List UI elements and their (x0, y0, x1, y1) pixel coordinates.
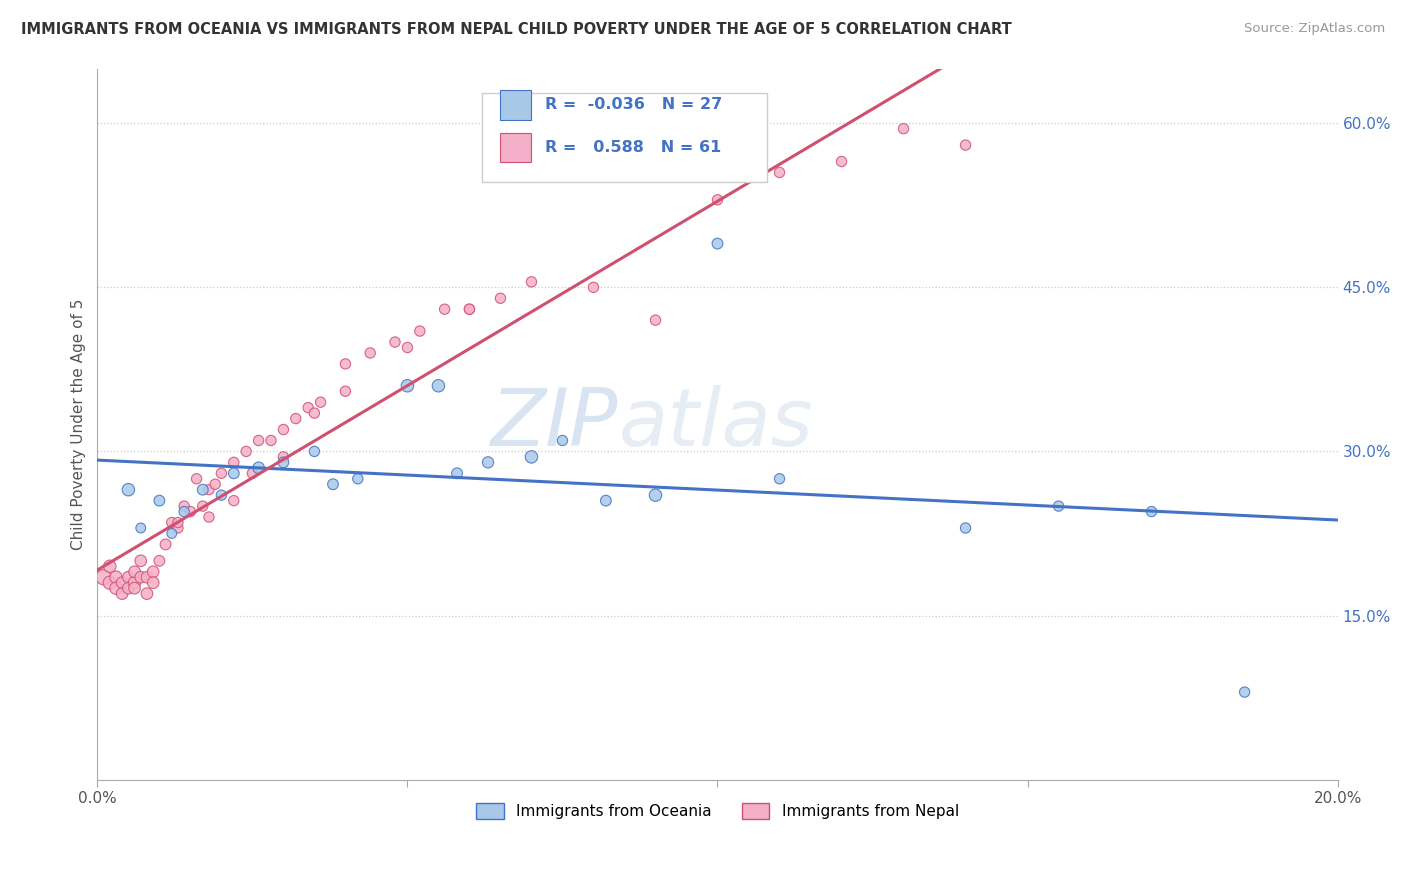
Point (124, 565, 146, 579)
Point (768, 165, 790, 179)
Point (124, 575, 146, 590)
Point (304, 444, 326, 458)
Point (433, 302, 456, 317)
Point (1140, 505, 1163, 519)
Point (359, 346, 381, 360)
Point (111, 575, 134, 590)
Point (124, 581, 146, 595)
Point (235, 444, 257, 458)
Point (173, 505, 195, 519)
Point (242, 467, 264, 481)
Point (297, 401, 319, 415)
Point (489, 291, 512, 305)
Text: Source: ZipAtlas.com: Source: ZipAtlas.com (1244, 22, 1385, 36)
Point (136, 570, 159, 584)
FancyBboxPatch shape (482, 94, 768, 182)
Point (644, 488, 666, 502)
Point (93, 570, 115, 584)
Text: IMMIGRANTS FROM OCEANIA VS IMMIGRANTS FROM NEPAL CHILD POVERTY UNDER THE AGE OF : IMMIGRANTS FROM OCEANIA VS IMMIGRANTS FR… (21, 22, 1012, 37)
Point (247, 434, 270, 448)
Point (209, 467, 232, 481)
Point (191, 499, 214, 513)
Point (384, 334, 406, 349)
Text: atlas: atlas (619, 385, 813, 463)
Text: ZIP: ZIP (491, 385, 619, 463)
Point (136, 587, 159, 601)
Point (142, 565, 165, 579)
Point (955, 138, 977, 153)
Point (191, 483, 214, 497)
Point (98, 559, 121, 574)
Point (322, 477, 344, 491)
Point (129, 554, 152, 568)
Point (198, 483, 221, 497)
Point (893, 121, 915, 136)
Point (551, 434, 574, 448)
Point (273, 423, 295, 437)
Bar (501, 133, 531, 162)
Bar (501, 90, 531, 120)
Point (273, 455, 295, 469)
Point (117, 581, 139, 595)
Point (335, 357, 357, 371)
Point (1233, 685, 1256, 699)
Point (148, 493, 170, 508)
Point (458, 302, 481, 317)
Point (173, 499, 195, 513)
Point (209, 488, 232, 502)
Point (304, 406, 326, 420)
Point (831, 154, 853, 169)
Point (111, 587, 134, 601)
Point (160, 526, 183, 541)
Point (260, 434, 283, 448)
Point (284, 411, 307, 425)
Point (222, 467, 245, 481)
Point (98, 575, 121, 590)
Point (222, 455, 245, 469)
Point (179, 505, 201, 519)
Point (427, 378, 450, 392)
Y-axis label: Child Poverty Under the Age of 5: Child Poverty Under the Age of 5 (72, 299, 86, 549)
Point (148, 554, 170, 568)
Point (644, 313, 666, 327)
Text: R =   0.588   N = 61: R = 0.588 N = 61 (546, 140, 721, 155)
Point (346, 472, 368, 486)
Point (768, 472, 790, 486)
Point (309, 395, 332, 409)
Text: R =  -0.036   N = 27: R = -0.036 N = 27 (546, 97, 723, 112)
Point (706, 193, 728, 207)
Point (129, 521, 152, 535)
Point (142, 575, 165, 590)
Point (104, 570, 127, 584)
Point (955, 521, 977, 535)
Point (520, 275, 543, 289)
Point (117, 570, 139, 584)
Point (204, 477, 226, 491)
Point (1047, 499, 1070, 513)
Point (273, 450, 295, 464)
Point (104, 581, 127, 595)
Point (167, 516, 190, 530)
Point (477, 455, 499, 469)
Point (160, 516, 183, 530)
Point (129, 570, 152, 584)
Point (247, 460, 270, 475)
Point (222, 493, 245, 508)
Point (117, 483, 139, 497)
Point (706, 236, 728, 251)
Point (595, 493, 617, 508)
Point (396, 378, 419, 392)
Point (409, 324, 432, 338)
Point (446, 467, 468, 481)
Point (396, 341, 419, 355)
Point (186, 472, 208, 486)
Point (155, 537, 177, 551)
Point (335, 384, 357, 399)
Point (167, 521, 190, 535)
Point (458, 302, 481, 317)
Point (520, 450, 543, 464)
Point (198, 510, 221, 524)
Legend: Immigrants from Oceania, Immigrants from Nepal: Immigrants from Oceania, Immigrants from… (470, 797, 965, 825)
Point (582, 280, 605, 294)
